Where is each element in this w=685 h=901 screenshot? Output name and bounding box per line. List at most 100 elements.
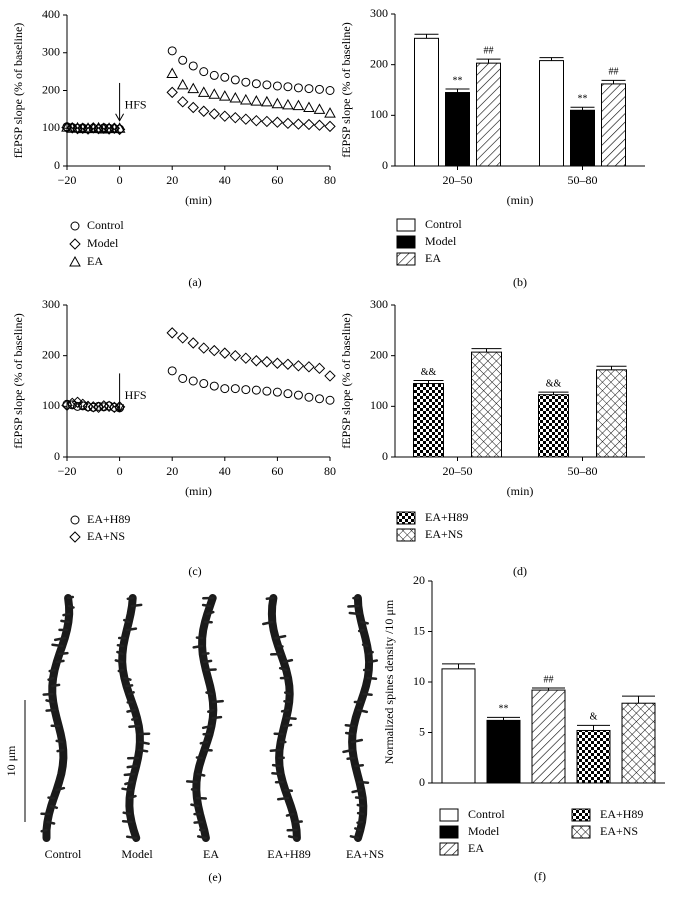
y-tick-label: 0 xyxy=(382,449,388,463)
legend-swatch xyxy=(396,235,416,249)
significance-label: ** xyxy=(453,75,463,86)
point xyxy=(166,67,179,79)
legend-marker xyxy=(69,238,81,250)
point xyxy=(166,86,178,99)
dendrite-spines xyxy=(40,595,75,833)
point xyxy=(304,392,314,402)
point xyxy=(271,97,284,109)
dendrite-spines xyxy=(114,596,151,840)
point xyxy=(188,376,198,386)
bar xyxy=(441,668,476,784)
x-tick-label: 50–80 xyxy=(568,464,598,478)
legend-label: Model xyxy=(468,824,500,838)
y-tick-label: 20 xyxy=(413,573,425,587)
point xyxy=(187,337,199,349)
y-tick-label: 100 xyxy=(42,398,60,412)
y-tick-label: 0 xyxy=(382,158,388,172)
legend-marker xyxy=(70,221,80,231)
point xyxy=(98,400,110,412)
bar xyxy=(570,109,595,167)
point xyxy=(282,117,294,130)
point xyxy=(220,72,230,82)
point xyxy=(219,110,231,122)
x-tick-label: 40 xyxy=(219,464,231,478)
y-tick-label: 100 xyxy=(370,398,388,412)
x-tick-label: −20 xyxy=(58,173,77,187)
y-tick-label: 0 xyxy=(54,158,60,172)
point xyxy=(177,332,189,344)
bar xyxy=(576,729,611,784)
point xyxy=(251,385,261,395)
error-bar xyxy=(487,716,520,721)
micrograph-label: Control xyxy=(45,847,82,861)
x-tick-label: 40 xyxy=(219,173,231,187)
point xyxy=(61,121,73,132)
legend-label: Control xyxy=(468,807,505,821)
bar xyxy=(486,719,521,784)
error-bar xyxy=(414,33,439,39)
legend-label: EA+H89 xyxy=(425,510,468,524)
point xyxy=(241,385,251,395)
point xyxy=(313,362,326,375)
significance-label: && xyxy=(421,367,437,378)
micrograph-label: EA+NS xyxy=(346,847,384,861)
point xyxy=(209,70,219,80)
bar xyxy=(445,92,470,167)
point xyxy=(324,120,336,133)
bar xyxy=(413,383,444,458)
point xyxy=(108,401,121,414)
significance-label: ## xyxy=(484,45,494,56)
error-bar xyxy=(622,695,655,704)
point xyxy=(293,83,303,93)
x-axis-label: (min) xyxy=(507,484,534,498)
point xyxy=(230,75,240,85)
point xyxy=(220,384,230,394)
dendrite-spines xyxy=(185,596,224,840)
bar xyxy=(471,351,502,458)
x-tick-label: 0 xyxy=(117,464,123,478)
point xyxy=(176,78,189,90)
point xyxy=(92,401,105,414)
x-tick-label: 20 xyxy=(166,464,178,478)
point xyxy=(208,344,220,357)
point xyxy=(241,77,251,87)
point xyxy=(283,82,293,92)
x-tick-label: −20 xyxy=(58,464,77,478)
point xyxy=(66,397,78,410)
panel-label: (b) xyxy=(513,275,527,289)
point xyxy=(282,98,294,110)
point xyxy=(271,357,284,369)
legend-label: Control xyxy=(87,218,124,232)
y-tick-label: 5 xyxy=(419,724,425,738)
legend-label: Control xyxy=(425,217,462,231)
point xyxy=(262,386,272,396)
point xyxy=(218,90,231,101)
point xyxy=(188,61,198,71)
dendrite xyxy=(348,594,374,842)
legend-swatch xyxy=(439,808,459,822)
point xyxy=(198,342,210,354)
dendrite-spines xyxy=(342,596,379,840)
micrograph-label: Model xyxy=(121,847,153,861)
point xyxy=(109,402,119,412)
point xyxy=(261,95,273,107)
point xyxy=(197,86,210,97)
x-tick-label: 50–80 xyxy=(568,173,598,187)
point xyxy=(167,366,177,376)
point xyxy=(209,381,219,391)
error-bar xyxy=(445,88,470,93)
significance-label: ** xyxy=(578,94,588,105)
point xyxy=(229,111,242,124)
point xyxy=(304,84,314,94)
y-axis-label: fEPSP slope (% of baseline) xyxy=(11,23,25,159)
point xyxy=(230,384,240,394)
legend-label: EA+NS xyxy=(600,824,638,838)
legend-marker xyxy=(69,531,81,543)
y-tick-label: 300 xyxy=(370,6,388,20)
point xyxy=(208,108,220,120)
legend-marker xyxy=(70,515,80,525)
panel-label: (c) xyxy=(188,564,201,578)
point xyxy=(261,356,273,368)
bar xyxy=(476,62,501,167)
point xyxy=(199,67,209,77)
